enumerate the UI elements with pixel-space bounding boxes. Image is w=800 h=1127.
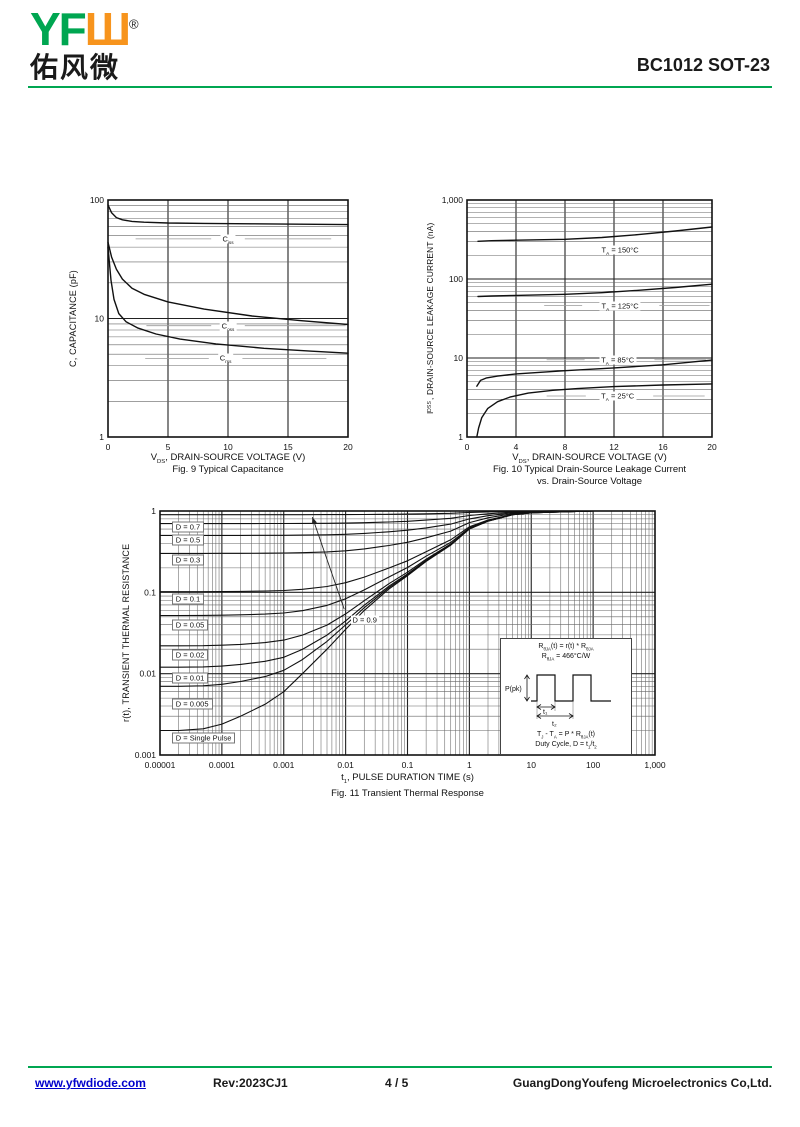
fig10-caption-line1: Fig. 10 Typical Drain-Source Leakage Cur… <box>492 464 687 475</box>
svg-text:16: 16 <box>658 442 668 452</box>
svg-text:0.00001: 0.00001 <box>145 760 176 770</box>
svg-text:100: 100 <box>586 760 600 770</box>
fig10-caption-line2: vs. Drain-Source Voltage <box>536 476 643 487</box>
thermal-formula-inset: RθJA(t) = r(t) * RθJA RθJA = 466°C/W <box>500 638 632 755</box>
svg-text:0: 0 <box>465 442 470 452</box>
svg-text:12: 12 <box>609 442 619 452</box>
fig9-y-axis-title: C, CAPACITANCE (pF) <box>68 270 78 367</box>
svg-text:15: 15 <box>283 442 293 452</box>
pulse-waveform-icon: P(pk) t₁ t₂ <box>505 674 611 728</box>
svg-text:10: 10 <box>223 442 233 452</box>
company-logo: YFШ® 佑风微 <box>30 3 139 83</box>
fig10-y-axis-title: I DSS, DRAIN-SOURCE LEAKAGE CURRENT (nA) <box>425 222 435 415</box>
inset-tj-equation: TJ - TA = P * RθJA(t) <box>537 731 595 740</box>
t2-label: t₂ <box>552 721 557 728</box>
svg-text:1,000: 1,000 <box>644 760 666 770</box>
svg-text:0.01: 0.01 <box>337 760 354 770</box>
svg-text:0.0001: 0.0001 <box>209 760 235 770</box>
svg-text:1,000: 1,000 <box>442 195 464 205</box>
svg-text:0.1: 0.1 <box>144 587 156 597</box>
website-link[interactable]: www.yfwdiode.com <box>35 1076 146 1090</box>
logo-wordmark: YFШ® <box>30 3 139 55</box>
svg-text:5: 5 <box>166 442 171 452</box>
chart-fig10-leakage: 0 4 8 12 16 20 1,000 100 10 1 TA = 150°C TA = 125°… <box>420 190 732 504</box>
revision-label: Rev:2023CJ1 <box>213 1076 288 1090</box>
fig10-x-axis-title: VDS, DRAIN-SOURCE VOLTAGE (V) <box>512 452 667 465</box>
svg-text:100: 100 <box>90 195 104 205</box>
registered-trademark-icon: ® <box>129 16 138 32</box>
inset-rtheta-value: RθJA = 466°C/W <box>541 653 591 662</box>
svg-text:1: 1 <box>467 760 472 770</box>
svg-text:0: 0 <box>106 442 111 452</box>
svg-text:4: 4 <box>514 442 519 452</box>
svg-text:10: 10 <box>454 353 464 363</box>
svg-text:10: 10 <box>527 760 537 770</box>
svg-text:1: 1 <box>458 432 463 442</box>
fig9-plot: 0 5 10 15 20 100 10 1 <box>90 195 353 452</box>
svg-text:1: 1 <box>99 432 104 442</box>
svg-text:1: 1 <box>151 506 156 516</box>
svg-text:100: 100 <box>449 274 463 284</box>
svg-text:0.01: 0.01 <box>139 669 156 679</box>
inset-rtheta-equation: RθJA(t) = r(t) * RθJA <box>538 643 594 652</box>
logo-w: Ш <box>84 3 131 55</box>
svg-text:20: 20 <box>343 442 353 452</box>
fig11-caption: Fig. 11 Transient Thermal Response <box>331 788 484 799</box>
logo-yf: YF <box>30 3 87 55</box>
svg-text:0.1: 0.1 <box>402 760 414 770</box>
page-number: 4 / 5 <box>385 1076 409 1090</box>
svg-text:0.001: 0.001 <box>273 760 295 770</box>
header-divider <box>28 86 772 88</box>
pulse-waveform: P(pk) t₁ t₂ <box>503 663 629 729</box>
chart-fig11-thermal: 0.00001 0.0001 0.001 0.01 0.1 1 10 100 1,000 1 0.1… <box>115 500 690 810</box>
svg-text:8: 8 <box>563 442 568 452</box>
fig11-y-axis-title: r(t), TRANSIENT THERMAL RESISTANCE <box>121 543 131 723</box>
fig9-x-axis-title: VDS, DRAIN-SOURCE VOLTAGE (V) <box>150 452 306 465</box>
footer-divider <box>28 1066 772 1068</box>
fig11-x-axis-title: t1, PULSE DURATION TIME (s) <box>341 772 474 785</box>
fig10-plot: 0 4 8 12 16 20 1,000 100 10 1 <box>442 195 717 452</box>
fig9-caption: Fig. 9 Typical Capacitance <box>172 464 284 475</box>
svg-text:20: 20 <box>707 442 717 452</box>
t1-label: t₁ <box>543 709 548 716</box>
company-name: GuangDongYoufeng Microelectronics Co,Ltd… <box>512 1076 772 1090</box>
ppk-label: P(pk) <box>505 686 522 693</box>
logo-chinese-name: 佑风微 <box>30 52 121 83</box>
svg-text:10: 10 <box>95 314 105 324</box>
svg-text:0.001: 0.001 <box>135 750 157 760</box>
part-number: BC1012 SOT-23 <box>636 55 770 75</box>
chart-fig9-capacitance: 0 5 10 15 20 100 10 1 Ciss Coss Crss C, CAPACITAN… <box>60 190 372 492</box>
inset-duty-cycle-equation: Duty Cycle, D = t1/t2 <box>535 741 597 750</box>
